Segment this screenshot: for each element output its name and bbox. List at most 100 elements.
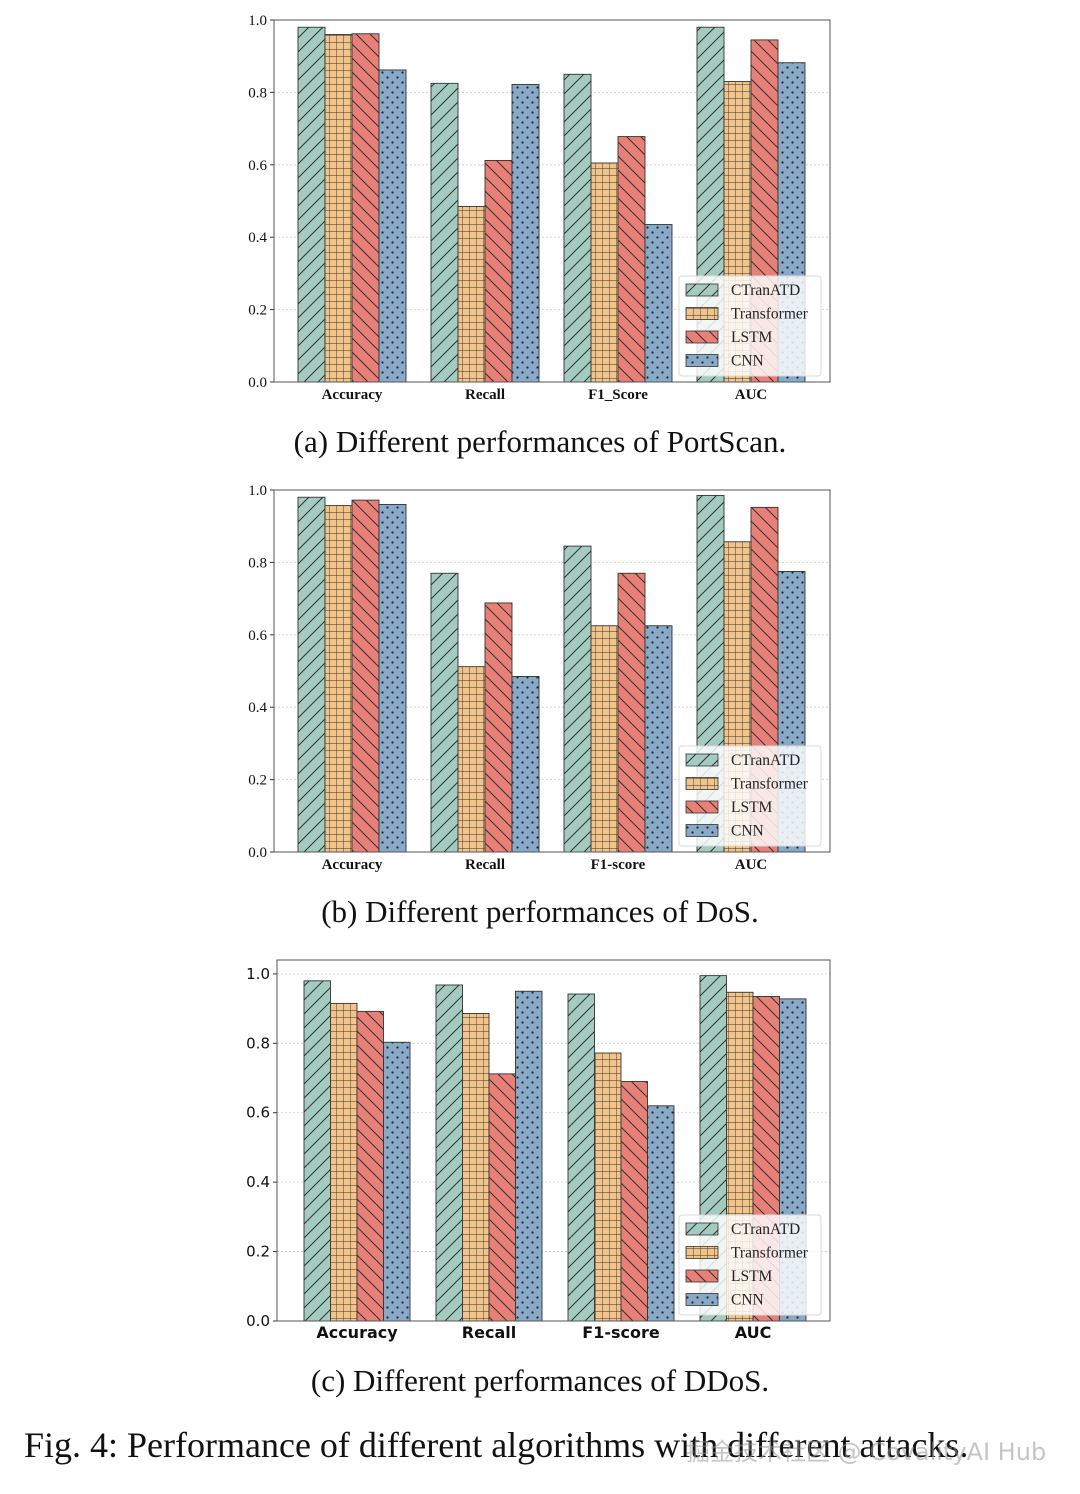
legend-label-ctranatd: CTranATD: [731, 282, 800, 299]
x-tick-label: F1-score: [582, 1323, 660, 1342]
legend-swatch-lstm: [685, 800, 719, 814]
bar-cnn-accuracy: [378, 69, 407, 383]
plot-frame: [276, 959, 831, 1322]
x-tick-label: Recall: [465, 387, 505, 403]
plot-frame: [273, 19, 831, 383]
chart-ddos: 0.0 0.2 0.4 0.6 0.8 1.0 Accuracy Recall F1-score…: [246, 959, 831, 1342]
x-tick-label: Accuracy: [322, 387, 383, 403]
subcaption-ddos: (c) Different performances of DDoS.: [310, 1363, 770, 1398]
bar-transformer-recall: [457, 666, 486, 853]
bar-ctranatd-recall: [430, 572, 459, 853]
y-tick-label: 0.0: [248, 375, 267, 391]
legend-label-ctranatd: CTranATD: [731, 752, 800, 769]
legend-label-cnn: CNN: [731, 823, 764, 840]
legend-label-lstm: LSTM: [731, 329, 773, 346]
y-tick-label: 1.0: [246, 965, 270, 983]
legend-swatch-transformer: [685, 1246, 719, 1259]
bar-transformer-recall: [457, 205, 486, 383]
x-tick-label: Accuracy: [322, 857, 383, 873]
y-tick-label: 0.6: [248, 628, 267, 644]
figure-caption: Fig. 4: Performance of different algorit…: [24, 1425, 969, 1465]
y-tick-label: 0.4: [248, 230, 267, 246]
bar-ctranatd-recall: [435, 984, 463, 1322]
chart-dos: 0.0 0.2 0.4 0.6 0.8 1.0 Accuracy Recall F1-score…: [248, 483, 831, 873]
bar-lstm-f1-score: [620, 1081, 648, 1322]
legend-swatch-lstm: [685, 330, 719, 344]
legend-label-transformer: Transformer: [731, 1245, 809, 1262]
bar-lstm-recall: [488, 1073, 516, 1322]
bar-lstm-f1-score: [617, 136, 646, 383]
y-tick-label: 1.0: [248, 483, 267, 499]
legend-swatch-cnn: [685, 824, 719, 837]
legend-swatch-ctranatd: [685, 283, 719, 297]
subcaption-portscan: (a) Different performances of PortScan.: [293, 424, 787, 459]
chart-portscan: 0.0 0.2 0.4 0.6 0.8 1.0 Accuracy Recall F1_Score…: [248, 13, 831, 403]
bar-transformer-accuracy: [324, 34, 353, 383]
bar-lstm-f1-score: [617, 572, 646, 853]
bar-ctranatd-accuracy: [303, 980, 331, 1322]
legend: CTranATD Transformer LSTM CNN: [678, 1214, 822, 1316]
y-tick-label: 0.8: [248, 85, 267, 101]
y-tick-label: 0.2: [248, 303, 267, 319]
bar-ctranatd-recall: [430, 82, 459, 383]
x-tick-label: F1-score: [591, 857, 646, 873]
legend-swatch-ctranatd: [685, 1222, 719, 1236]
y-tick-label: 0.4: [248, 700, 267, 716]
bar-ctranatd-f1-score: [563, 73, 592, 383]
bar-transformer-recall: [462, 1013, 490, 1322]
bar-lstm-recall: [484, 602, 513, 853]
legend: CTranATD Transformer LSTM CNN: [678, 745, 822, 847]
bar-cnn-accuracy: [383, 1041, 411, 1322]
bar-cnn-recall: [511, 83, 540, 383]
legend-label-ctranatd: CTranATD: [731, 1221, 800, 1238]
bar-cnn-accuracy: [378, 504, 407, 853]
legend-swatch-cnn: [685, 1293, 719, 1306]
legend-swatch-transformer: [685, 777, 719, 790]
legend-label-transformer: Transformer: [731, 306, 809, 323]
y-tick-label: 0.6: [248, 158, 267, 174]
x-tick-label: AUC: [735, 857, 768, 873]
bar-cnn-recall: [515, 990, 543, 1322]
legend-swatch-cnn: [685, 354, 719, 367]
subcaption-dos: (b) Different performances of DoS.: [321, 894, 759, 929]
y-tick-label: 0.4: [246, 1173, 270, 1191]
y-tick-label: 0.8: [248, 555, 267, 571]
x-tick-label: AUC: [735, 387, 768, 403]
legend-swatch-lstm: [685, 1269, 719, 1283]
bar-lstm-accuracy: [356, 1010, 384, 1322]
plot-frame: [273, 489, 831, 853]
x-tick-label: Recall: [462, 1323, 516, 1342]
y-tick-label: 0.6: [246, 1104, 270, 1122]
legend-label-transformer: Transformer: [731, 776, 809, 793]
bar-transformer-f1-score: [590, 625, 619, 853]
bar-transformer-accuracy: [330, 1002, 358, 1322]
bar-transformer-f1-score: [590, 162, 619, 383]
y-tick-label: 0.2: [246, 1243, 270, 1261]
watermark-text: 掘金技术社区 @ CovalityAI Hub: [686, 1438, 1047, 1466]
legend: CTranATD Transformer LSTM CNN: [678, 275, 822, 377]
bar-transformer-accuracy: [324, 505, 353, 853]
legend-label-lstm: LSTM: [731, 1268, 773, 1285]
y-tick-label: 1.0: [248, 13, 267, 29]
legend-label-cnn: CNN: [731, 1292, 764, 1309]
bar-cnn-f1-score: [644, 625, 673, 853]
legend-swatch-transformer: [685, 307, 719, 320]
legend-label-lstm: LSTM: [731, 799, 773, 816]
bar-cnn-f1-score: [647, 1105, 675, 1322]
x-tick-label: Accuracy: [316, 1323, 398, 1342]
bar-ctranatd-accuracy: [297, 26, 326, 383]
y-tick-label: 0.2: [248, 773, 267, 789]
bar-lstm-recall: [484, 160, 513, 383]
x-tick-label: F1_Score: [588, 387, 648, 403]
bar-lstm-accuracy: [351, 33, 380, 383]
bar-transformer-f1-score: [594, 1052, 622, 1322]
bar-cnn-recall: [511, 675, 540, 853]
y-tick-label: 0.8: [246, 1034, 270, 1052]
bar-cnn-f1-score: [644, 224, 673, 383]
bar-ctranatd-f1-score: [563, 545, 592, 853]
x-tick-label: AUC: [735, 1323, 772, 1342]
legend-swatch-ctranatd: [685, 753, 719, 767]
bar-ctranatd-f1-score: [567, 993, 595, 1322]
x-tick-label: Recall: [465, 857, 505, 873]
legend-label-cnn: CNN: [731, 353, 764, 370]
